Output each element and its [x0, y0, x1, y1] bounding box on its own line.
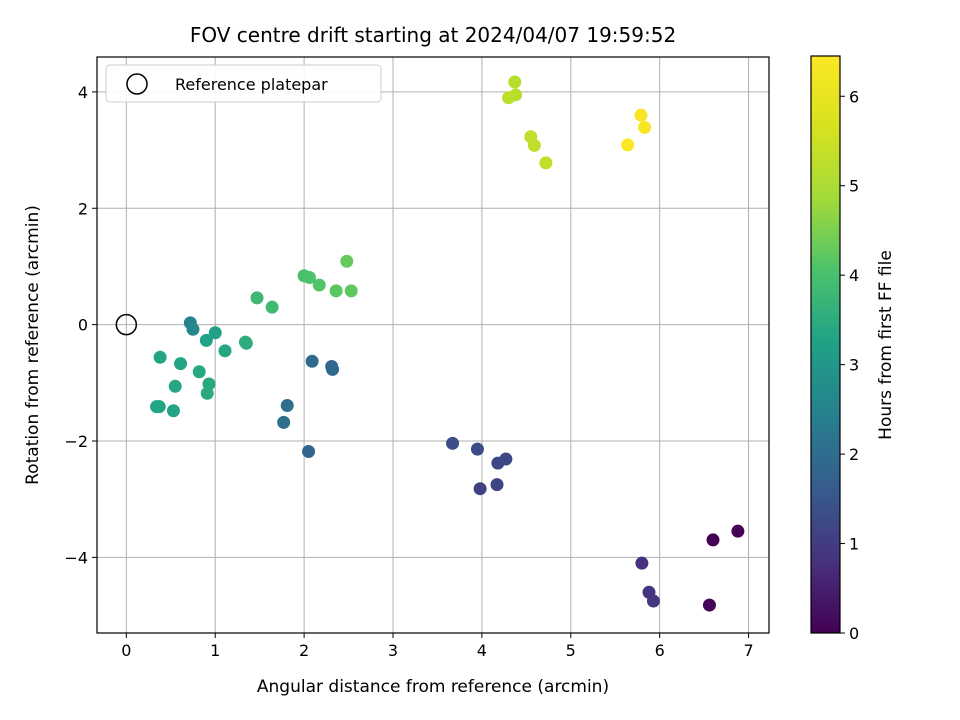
- data-point: [731, 524, 745, 538]
- data-point: [200, 386, 214, 400]
- colorbar: 0 1 2 3 4 5 6 Hours from first FF file: [810, 55, 896, 643]
- x-tick-label: 3: [388, 641, 398, 660]
- data-point: [539, 156, 553, 170]
- data-point: [302, 271, 316, 285]
- data-point: [638, 120, 652, 134]
- data-point: [502, 91, 516, 105]
- data-point: [208, 326, 222, 340]
- y-tick-label: −4: [64, 548, 88, 567]
- data-point: [702, 598, 716, 612]
- y-tick-label: 4: [78, 83, 88, 102]
- x-tick-label: 4: [477, 641, 487, 660]
- y-tick-label: −2: [64, 432, 88, 451]
- colorbar-tick-label: 3: [849, 356, 859, 375]
- x-tick-label: 5: [566, 641, 576, 660]
- data-point: [621, 138, 635, 152]
- colorbar-tick-label: 4: [849, 266, 859, 285]
- colorbar-gradient: [811, 56, 840, 633]
- data-point: [340, 254, 354, 268]
- data-point: [527, 138, 541, 152]
- data-point: [490, 478, 504, 492]
- x-tick-label: 2: [299, 641, 309, 660]
- data-point: [152, 400, 166, 414]
- data-point: [238, 335, 252, 349]
- x-tick-label: 0: [121, 641, 131, 660]
- data-point: [473, 482, 487, 496]
- data-point: [192, 365, 206, 379]
- data-point: [706, 533, 720, 547]
- colorbar-tick-label: 6: [849, 87, 859, 106]
- data-point: [153, 350, 167, 364]
- y-axis-label: Rotation from reference (arcmin): [23, 205, 43, 485]
- plot-background: [97, 57, 769, 633]
- y-tick-label: 0: [78, 316, 88, 335]
- legend-marker-reference: [126, 73, 148, 95]
- legend-label-reference: Reference platepar: [175, 75, 328, 94]
- y-tick-label: 2: [78, 199, 88, 218]
- x-tick-label: 6: [655, 641, 665, 660]
- data-point: [312, 278, 326, 292]
- data-point: [186, 322, 200, 336]
- data-point: [508, 75, 522, 89]
- data-point: [635, 556, 649, 570]
- grid-lines: [97, 57, 769, 633]
- x-tick-label: 7: [743, 641, 753, 660]
- data-point: [344, 284, 358, 298]
- legend-box: [105, 64, 382, 103]
- colorbar-label: Hours from first FF file: [876, 250, 896, 440]
- x-axis-ticks: 0 1 2 3 4 5 6 7: [121, 633, 754, 660]
- colorbar-ticks: 0 1 2 3 4 5 6: [840, 87, 859, 643]
- colorbar-tick-label: 2: [849, 445, 859, 464]
- data-point: [250, 291, 264, 305]
- data-point: [499, 452, 513, 466]
- colorbar-tick-label: 5: [849, 177, 859, 196]
- plot-frame: [96, 56, 770, 634]
- data-point: [168, 379, 182, 393]
- plot-area: 0 1 2 3 4 5 6 7 −4 −2 0 2 4: [64, 56, 770, 660]
- reference-platepar-marker: [115, 313, 138, 336]
- data-point: [305, 354, 319, 368]
- data-point: [634, 108, 648, 122]
- data-point: [326, 362, 340, 376]
- data-point: [265, 300, 279, 314]
- colorbar-tick-label: 0: [849, 624, 859, 643]
- data-point: [302, 444, 316, 458]
- x-axis-label: Angular distance from reference (arcmin): [257, 677, 609, 697]
- y-axis-ticks: −4 −2 0 2 4: [64, 83, 97, 567]
- data-point: [329, 284, 343, 298]
- data-point: [199, 333, 213, 347]
- colorbar-frame: [810, 55, 841, 634]
- data-point: [174, 357, 188, 371]
- data-point: [277, 415, 291, 429]
- data-point: [446, 436, 460, 450]
- chart-title: FOV centre drift starting at 2024/04/07 …: [190, 23, 676, 47]
- colorbar-tick-label: 1: [849, 535, 859, 554]
- data-points: [150, 75, 745, 612]
- data-point: [280, 399, 294, 413]
- data-point: [646, 594, 660, 608]
- data-point: [166, 404, 180, 418]
- data-point: [218, 344, 232, 358]
- x-tick-label: 1: [210, 641, 220, 660]
- legend: Reference platepar: [105, 64, 382, 103]
- data-point: [470, 442, 484, 456]
